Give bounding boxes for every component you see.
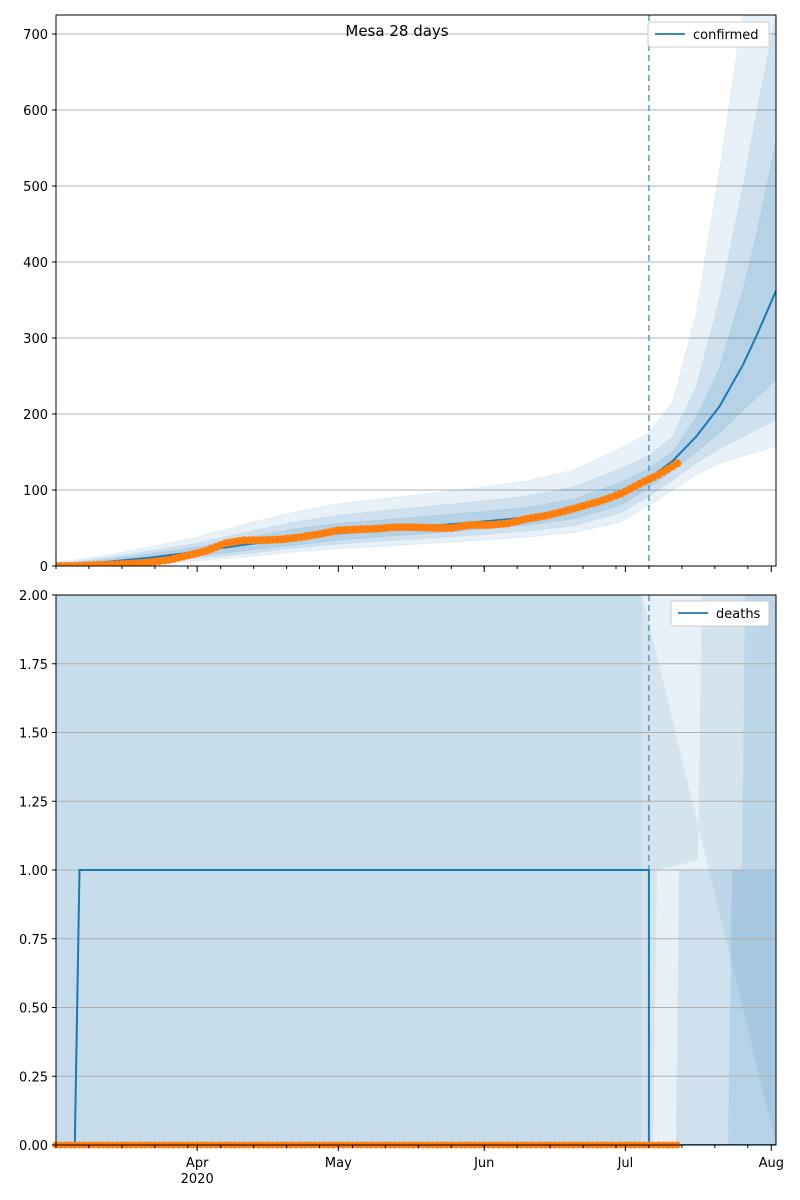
bottom-y-axis-ticks: 0.00 0.25 0.50 0.75 1.00 1.25 1.50 1.75 2.00	[19, 589, 56, 1154]
bottom-model-line	[56, 869, 776, 1145]
bottom-y-tick-label: 0.25	[19, 1070, 48, 1085]
bottom-legend-label: deaths	[716, 607, 761, 622]
deaths-panel: 0.00 0.25 0.50 0.75 1.00 1.25 1.50 1.75 2.00 Apr…	[19, 589, 784, 1187]
top-y-tick-label: 400	[23, 256, 48, 271]
bottom-y-tick-label: 1.25	[19, 795, 48, 810]
bottom-y-tick-label: 0.75	[19, 933, 48, 948]
top-legend-label: confirmed	[693, 28, 759, 43]
top-legend-box	[647, 21, 770, 48]
x-tick-label: Aug	[759, 1156, 784, 1171]
top-y-tick-label: 200	[23, 408, 48, 423]
top-observed-points	[56, 459, 682, 566]
bottom-y-tick-label: 0.50	[19, 1002, 48, 1017]
x-tick-year-label: 2020	[181, 1172, 214, 1187]
x-tick-label: May	[325, 1156, 352, 1171]
top-y-tick-label: 700	[23, 28, 48, 43]
bottom-y-tick-label: 0.00	[19, 1139, 48, 1154]
top-y-axis-ticks: 0 100 200 300 400 500 600 700	[23, 28, 56, 575]
top-legend: confirmed	[647, 21, 770, 48]
top-y-tick-label: 0	[40, 560, 48, 575]
bottom-legend-box	[670, 600, 770, 627]
bottom-axes-frame	[55, 594, 777, 1146]
top-uncertainty-bands	[56, 15, 776, 566]
top-y-tick-label: 600	[23, 104, 48, 119]
top-band-2	[56, 140, 776, 566]
bottom-y-tick-label: 1.00	[19, 864, 48, 879]
x-tick-label: Apr	[186, 1156, 209, 1171]
bottom-y-tick-label: 2.00	[19, 589, 48, 604]
x-tick-label: Jun	[473, 1156, 494, 1171]
top-y-tick-label: 300	[23, 332, 48, 347]
bottom-band-outer	[56, 595, 776, 1145]
x-tick-label: Jul	[617, 1156, 634, 1171]
bottom-y-tick-label: 1.50	[19, 727, 48, 742]
bottom-y-tick-label: 1.75	[19, 658, 48, 673]
top-band-1	[56, 15, 776, 566]
bottom-legend: deaths	[670, 600, 770, 627]
top-band-0	[56, 15, 776, 566]
top-axes-frame	[55, 14, 777, 567]
confirmed-panel: 0 100 200 300 400 500 600 700 Mesa 28 days conf…	[23, 14, 777, 575]
chart-title: Mesa 28 days	[345, 22, 448, 40]
top-y-tick-label: 500	[23, 180, 48, 195]
top-y-tick-label: 100	[23, 484, 48, 499]
bottom-model-series	[56, 869, 776, 1145]
top-observed-point	[673, 459, 682, 468]
